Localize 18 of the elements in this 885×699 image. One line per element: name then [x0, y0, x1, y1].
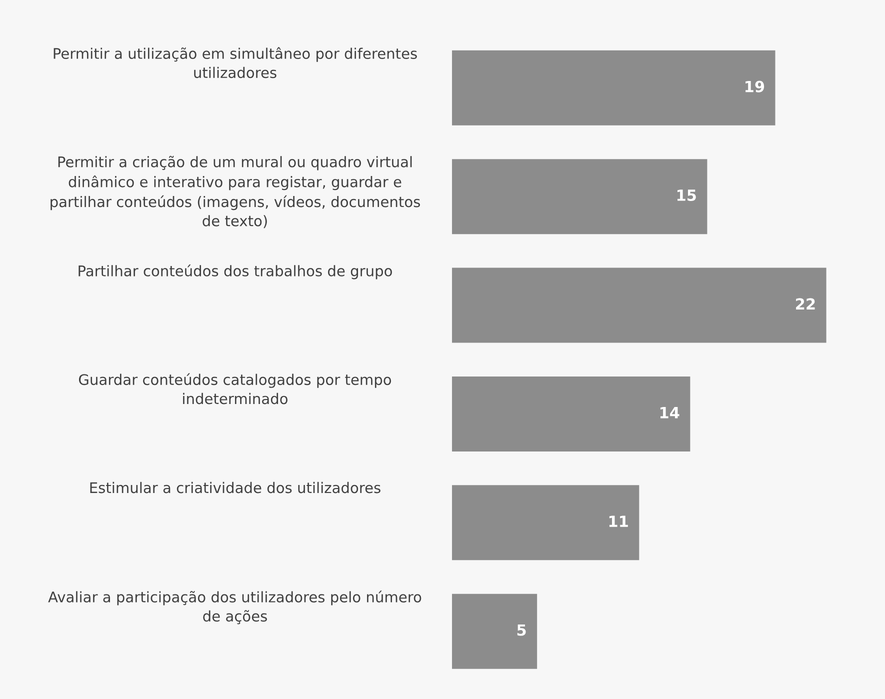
data-label: 5	[517, 624, 526, 636]
bar	[452, 50, 776, 126]
bar	[452, 268, 826, 343]
y-tick-label: Guardar conteúdos catalogados por tempo indeterminado	[78, 373, 392, 404]
bar	[452, 594, 538, 669]
data-label: 14	[660, 407, 680, 418]
data-label: 22	[796, 298, 815, 310]
bar	[452, 485, 640, 560]
data-label: 11	[609, 516, 628, 527]
y-tick-label: Estimular a criatividade dos utilizadores	[90, 482, 380, 494]
y-tick-label: Permitir a utilização em simultâneo por diferentes utilizadores	[54, 47, 417, 78]
data-label: 19	[746, 80, 764, 92]
y-tick-label: Partilhar conteúdos dos trabalhos de grupo	[78, 264, 392, 280]
data-label: 15	[677, 190, 696, 202]
bar	[452, 376, 690, 452]
y-tick-label: Avaliar a participação dos utilizadores pelo número de ações	[48, 590, 422, 624]
y-tick-label: Permitir a criação de um mural ou quadro virtual dinâmico e interativo para registar, guardar e partilhar conteúdos (imagens, vídeos, documentos de texto)	[50, 156, 420, 228]
bar	[452, 159, 708, 234]
